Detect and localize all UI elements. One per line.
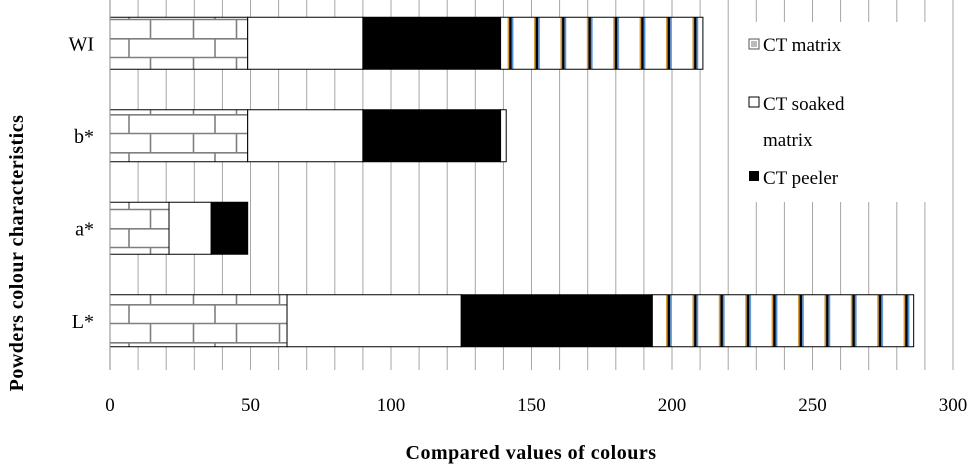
x-tick-labels: 0 50 100 150 200 250 300 [105, 395, 967, 416]
bar-l-ct-peeler [460, 294, 653, 348]
bar-b-ct-soaked-matrix [247, 109, 364, 163]
legend-swatch-ct-matrix-inner [751, 41, 757, 47]
bar-a-ct-peeler [210, 201, 249, 255]
bar-l-ct-soaked-matrix [286, 294, 462, 348]
legend-label-ct-peeler: CT peeler [763, 168, 839, 189]
category-label-b: b* [74, 126, 94, 148]
legend: CT matrix CT soaked matrix CT peeler [748, 35, 845, 189]
bar-b-ct-matrix [109, 109, 249, 163]
bar-l-ct-matrix [109, 294, 288, 348]
legend-label-ct-soaked-matrix-line1: CT soaked [763, 94, 845, 115]
bar-wi-segment-4 [500, 16, 704, 70]
x-axis-title: Compared values of colours [406, 442, 657, 464]
category-label-a: a* [75, 218, 94, 240]
bar-wi-ct-peeler [362, 16, 502, 70]
x-tick-label: 50 [241, 395, 260, 416]
bar-a-ct-matrix [109, 201, 170, 255]
legend-label-ct-soaked-matrix-line2: matrix [763, 130, 813, 151]
x-tick-label: 250 [798, 395, 827, 416]
legend-swatch-ct-peeler [749, 171, 759, 181]
bar-wi-ct-matrix [109, 16, 249, 70]
bar-a-ct-soaked-matrix [168, 201, 212, 255]
category-label-l: L* [72, 311, 94, 333]
x-tick-label: 0 [105, 395, 115, 416]
x-tick-label: 200 [658, 395, 687, 416]
legend-background [740, 22, 950, 202]
x-tick-label: 150 [517, 395, 546, 416]
category-labels: L* a* b* WI [68, 33, 94, 333]
category-label-wi: WI [68, 33, 94, 55]
legend-label-ct-matrix: CT matrix [763, 35, 842, 56]
legend-swatch-ct-soaked-matrix [748, 96, 760, 108]
y-axis-title: Powders colour characteristics [6, 115, 28, 392]
bar-l-segment-4 [651, 294, 915, 348]
bar-wi-ct-soaked-matrix [247, 16, 364, 70]
bars [109, 16, 915, 348]
x-tick-label: 300 [939, 395, 968, 416]
bar-b-ct-peeler [362, 109, 502, 163]
bar-b-segment-4 [500, 109, 507, 163]
x-tick-label: 100 [377, 395, 406, 416]
